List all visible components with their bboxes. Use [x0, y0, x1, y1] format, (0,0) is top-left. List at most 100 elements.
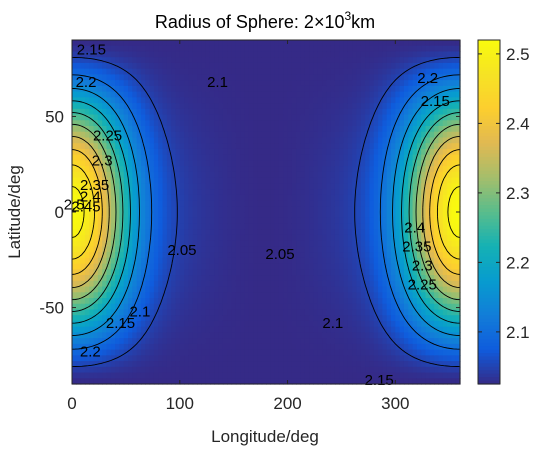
heatmap-cell	[175, 361, 181, 368]
heatmap-cell	[408, 315, 414, 322]
heatmap-cell	[274, 343, 280, 351]
heatmap-cell	[373, 183, 379, 190]
heatmap-cell	[132, 355, 138, 362]
heatmap-cell	[296, 183, 302, 190]
heatmap-cell	[339, 85, 345, 93]
heatmap-cell	[158, 166, 164, 173]
heatmap-cell	[153, 257, 159, 265]
heatmap-cell	[158, 338, 164, 345]
heatmap-cell	[222, 234, 228, 242]
heatmap-cell	[197, 303, 202, 311]
heatmap-cell	[253, 154, 258, 161]
heatmap-cell	[235, 263, 241, 270]
heatmap-cell	[102, 252, 108, 259]
heatmap-cell	[179, 183, 185, 190]
heatmap-cell	[330, 240, 336, 247]
heatmap-cell	[89, 97, 95, 104]
heatmap-cell	[343, 200, 349, 207]
heatmap-cell	[395, 355, 401, 362]
heatmap-cell	[270, 361, 276, 368]
heatmap-cell	[166, 234, 172, 242]
heatmap-cell	[334, 80, 340, 87]
heatmap-cell	[274, 85, 280, 93]
heatmap-cell	[80, 108, 86, 116]
heatmap-cell	[136, 349, 142, 356]
heatmap-cell	[270, 292, 276, 299]
heatmap-cell	[399, 108, 405, 116]
heatmap-cell	[421, 183, 427, 190]
heatmap-cell	[378, 366, 383, 374]
heatmap-cell	[76, 263, 82, 270]
heatmap-cell	[235, 309, 241, 316]
heatmap-cell	[369, 332, 375, 339]
heatmap-cell	[110, 315, 116, 322]
heatmap-cell	[179, 332, 185, 339]
heatmap-cell	[391, 51, 396, 58]
heatmap-cell	[339, 51, 345, 58]
heatmap-cell	[313, 298, 319, 305]
heatmap-cell	[97, 80, 103, 87]
heatmap-cell	[330, 91, 336, 98]
heatmap-cell	[416, 372, 422, 379]
heatmap-cell	[162, 154, 168, 161]
heatmap-cell	[153, 74, 159, 81]
heatmap-cell	[278, 229, 284, 236]
heatmap-cell	[132, 108, 138, 116]
heatmap-cell	[209, 246, 215, 253]
heatmap-cell	[296, 62, 302, 70]
heatmap-cell	[80, 292, 86, 299]
heatmap-cell	[356, 189, 362, 196]
heatmap-cell	[179, 320, 185, 328]
heatmap-cell	[339, 343, 345, 351]
heatmap-cell	[158, 303, 164, 311]
heatmap-cell	[330, 234, 336, 242]
heatmap-cell	[257, 200, 263, 207]
heatmap-cell	[322, 74, 327, 81]
heatmap-cell	[317, 332, 323, 339]
heatmap-cell	[235, 366, 241, 374]
heatmap-cell	[270, 343, 276, 351]
heatmap-cell	[274, 252, 280, 259]
heatmap-cell	[145, 303, 151, 311]
heatmap-cell	[244, 189, 250, 196]
heatmap-cell	[253, 120, 258, 127]
heatmap-cell	[84, 292, 90, 299]
heatmap-cell	[421, 320, 427, 328]
heatmap-cell	[283, 246, 289, 253]
heatmap-cell	[84, 120, 90, 127]
heatmap-cell	[140, 148, 146, 156]
heatmap-cell	[209, 315, 215, 322]
heatmap-cell	[201, 103, 207, 110]
heatmap-cell	[287, 80, 293, 87]
heatmap-cell	[412, 183, 418, 190]
heatmap-cell	[140, 361, 146, 368]
heatmap-cell	[386, 154, 392, 161]
heatmap-cell	[352, 85, 358, 93]
heatmap-cell	[76, 74, 82, 81]
heatmap-cell	[373, 212, 379, 219]
heatmap-cell	[248, 212, 254, 219]
heatmap-cell	[408, 229, 414, 236]
heatmap-cell	[339, 103, 345, 110]
heatmap-cell	[330, 355, 336, 362]
heatmap-cell	[266, 326, 271, 333]
heatmap-cell	[313, 97, 319, 104]
heatmap-cell	[76, 372, 82, 379]
heatmap-cell	[395, 269, 401, 276]
heatmap-cell	[347, 103, 353, 110]
heatmap-cell	[227, 62, 233, 70]
heatmap-cell	[278, 177, 284, 184]
heatmap-cell	[270, 166, 276, 173]
heatmap-cell	[72, 40, 77, 47]
heatmap-cell	[365, 298, 371, 305]
heatmap-cell	[106, 148, 112, 156]
heatmap-cell	[201, 137, 207, 144]
heatmap-cell	[119, 292, 125, 299]
heatmap-cell	[313, 229, 319, 236]
heatmap-cell	[399, 303, 405, 311]
heatmap-cell	[347, 315, 353, 322]
heatmap-cell	[408, 62, 414, 70]
heatmap-cell	[304, 252, 310, 259]
heatmap-cell	[300, 292, 306, 299]
heatmap-cell	[253, 326, 258, 333]
